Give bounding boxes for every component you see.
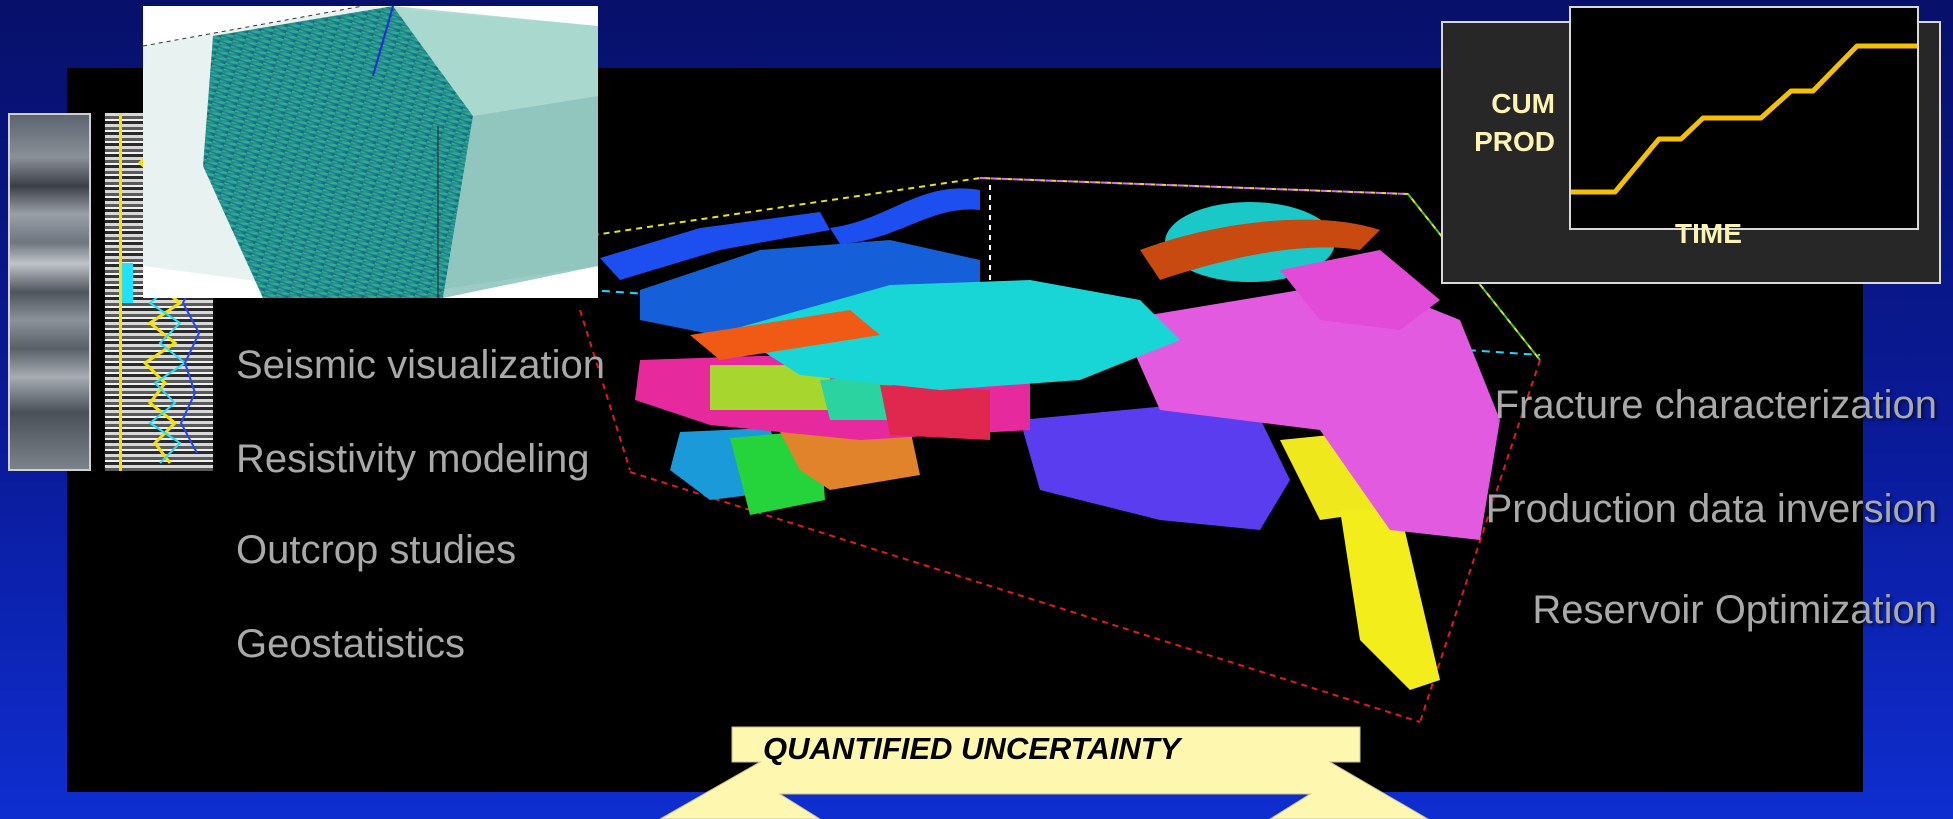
label-reservoir-optimization: Reservoir Optimization (1532, 588, 1937, 632)
label-resistivity-modeling: Resistivity modeling (236, 437, 590, 481)
label-seismic-visualization: Seismic visualization (236, 343, 606, 387)
chart-ylabel-line1: CUM (1491, 88, 1555, 119)
label-fracture-characterization: Fracture characterization (1494, 383, 1937, 427)
uncertainty-banner-text: QUANTIFIED UNCERTAINTY (763, 731, 1181, 766)
label-outcrop-studies: Outcrop studies (236, 528, 517, 572)
core-photo-image (8, 113, 91, 471)
chart-plot-area (1569, 6, 1919, 230)
chart-ylabel-line2: PROD (1474, 126, 1555, 157)
label-production-data-inversion: Production data inversion (1485, 487, 1937, 531)
uncertainty-arrow-banner (660, 726, 1429, 819)
cum-prod-series-line (1571, 43, 1917, 195)
chart-xlabel: TIME (1675, 218, 1742, 249)
chart-ylabel: CUM PROD (1474, 85, 1555, 161)
label-geostatistics: Geostatistics (236, 622, 465, 666)
seismic-cube-image (143, 6, 598, 298)
reservoir-model-image (560, 176, 1541, 723)
cum-prod-chart: CUM PROD TIME (1441, 6, 1941, 284)
